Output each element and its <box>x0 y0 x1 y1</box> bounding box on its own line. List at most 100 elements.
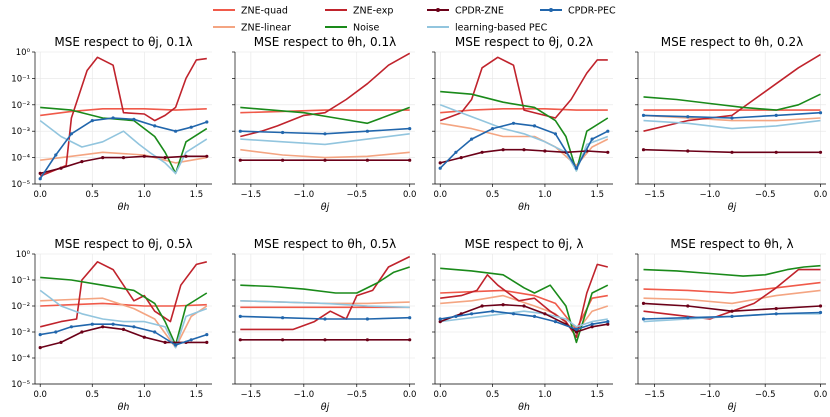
point-cpdr_zne <box>205 340 209 344</box>
point-cpdr_zne <box>730 309 734 313</box>
point-cpdr_pec <box>54 153 58 157</box>
legend-item-cpdr_zne: CPDR-ZNE <box>427 6 504 17</box>
series-line-lb_pec <box>440 310 608 328</box>
y-tick-label: 10⁻³ <box>11 127 30 137</box>
legend-marker-cpdr_pec <box>549 8 553 12</box>
x-axis-label: θh <box>518 402 530 413</box>
series-line-zne_quad <box>643 281 821 294</box>
subplot-4: −1.5 −1.0 −0.5 0.0 MSE respect to θh, 0.2λ θj <box>635 35 827 213</box>
legend-item-cpdr_pec: CPDR-PEC <box>540 6 616 17</box>
point-cpdr_pec <box>532 314 537 318</box>
point-cpdr_pec <box>574 327 579 331</box>
x-tick-label: 0.5 <box>486 390 500 400</box>
series-line-zne_exp <box>439 56 608 122</box>
y-tick-label: 10⁻⁴ <box>11 354 30 364</box>
subplot-2: −1.5 −1.0 −0.5 0.0 MSE respect to θh, 0.1λ θj <box>232 35 416 213</box>
series-group <box>641 264 823 323</box>
subplot-title: MSE respect to θj, 0.1λ <box>54 35 192 49</box>
series-group <box>438 263 610 344</box>
x-tick-label: 0.0 <box>33 390 47 400</box>
point-cpdr_pec <box>132 325 136 329</box>
series-line-cpdr_pec <box>440 310 608 331</box>
series-line-lb_pec <box>240 300 410 309</box>
subplot-5: 10⁻⁵ 10⁻⁴ 10⁻³ 10⁻² 10⁻¹ 10⁰ 0.0 0.5 1.0 1.5 MSE r… <box>11 237 212 413</box>
x-tick-label: 1.5 <box>190 390 204 400</box>
x-tick-label: −1.0 <box>294 390 315 400</box>
point-cpdr_pec <box>454 150 458 154</box>
point-cpdr_pec <box>38 177 42 181</box>
point-cpdr_pec <box>818 111 823 115</box>
legend-label-cpdr_pec: CPDR-PEC <box>568 6 616 17</box>
point-cpdr_zne <box>142 335 146 339</box>
point-cpdr_pec <box>408 316 412 320</box>
point-cpdr_zne <box>205 154 209 158</box>
point-cpdr_pec <box>365 129 369 133</box>
series-line-zne_linear <box>440 294 609 333</box>
point-cpdr_pec <box>553 320 558 324</box>
point-cpdr_pec <box>90 119 94 123</box>
point-cpdr_zne <box>438 320 442 324</box>
legend-label-zne_exp: ZNE-exp <box>353 6 393 17</box>
point-cpdr_pec <box>174 343 178 347</box>
x-tick-label: −0.5 <box>346 190 367 200</box>
point-cpdr_zne <box>606 150 610 154</box>
point-cpdr_zne <box>281 338 285 342</box>
point-cpdr_zne <box>641 148 646 152</box>
legend-item-zne_linear: ZNE-linear <box>213 23 291 34</box>
x-tick-label: −1.0 <box>700 190 721 200</box>
point-cpdr_pec <box>590 322 594 326</box>
point-cpdr_pec <box>153 124 157 128</box>
subplot-6: −1.5 −1.0 −0.5 0.0 MSE respect to θh, 0.5λ θj <box>232 237 416 413</box>
x-tick-label: 1.5 <box>591 190 605 200</box>
x-tick-label: −1.5 <box>644 190 665 200</box>
x-tick-label: 0.0 <box>403 190 417 200</box>
point-cpdr_pec <box>470 312 474 316</box>
series-line-zne_quad <box>40 108 207 117</box>
point-cpdr_pec <box>470 137 474 141</box>
x-tick-label: −0.5 <box>755 390 776 400</box>
x-tick-label: 0.0 <box>403 390 417 400</box>
series-group <box>38 261 209 350</box>
point-cpdr_pec <box>281 316 285 320</box>
x-tick-label: 1.5 <box>190 190 204 200</box>
point-cpdr_pec <box>205 120 209 124</box>
point-cpdr_zne <box>606 322 610 326</box>
point-cpdr_zne <box>818 304 823 308</box>
legend-label-lb_pec: learning-based PEC <box>455 23 548 34</box>
point-cpdr_pec <box>238 129 242 133</box>
y-tick-label: 10⁻³ <box>11 328 30 338</box>
point-cpdr_zne <box>281 158 285 162</box>
subplot-title: MSE respect to θj, 0.5λ <box>54 237 192 251</box>
y-tick-label: 10⁰ <box>16 48 31 58</box>
point-cpdr_pec <box>774 113 778 117</box>
series-group <box>641 53 823 154</box>
series-line-zne_exp <box>240 52 411 138</box>
series-line-cpdr_pec <box>40 323 208 346</box>
point-cpdr_pec <box>532 124 537 128</box>
point-cpdr_zne <box>365 338 369 342</box>
point-cpdr_zne <box>163 156 167 160</box>
point-cpdr_zne <box>323 158 327 162</box>
point-cpdr_pec <box>641 317 646 321</box>
point-cpdr_zne <box>818 150 823 154</box>
x-tick-label: −1.5 <box>644 390 665 400</box>
point-cpdr_pec <box>69 325 73 329</box>
subplot-title: MSE respect to θh, 0.1λ <box>254 35 396 49</box>
series-line-cpdr_pec <box>39 117 208 180</box>
point-cpdr_zne <box>522 304 526 308</box>
point-cpdr_zne <box>59 340 63 344</box>
point-cpdr_pec <box>574 166 579 170</box>
x-axis-label: θh <box>118 202 130 213</box>
point-cpdr_zne <box>80 160 84 164</box>
x-tick-label: 1.0 <box>138 190 152 200</box>
x-tick-label: 0.0 <box>814 190 828 200</box>
point-cpdr_pec <box>590 137 594 141</box>
point-cpdr_pec <box>641 113 646 117</box>
point-cpdr_pec <box>686 115 690 119</box>
point-cpdr_pec <box>774 312 778 316</box>
point-cpdr_zne <box>543 312 547 316</box>
point-cpdr_zne <box>121 156 126 160</box>
x-tick-label: 0.5 <box>85 390 99 400</box>
point-cpdr_pec <box>38 333 42 337</box>
series-group <box>238 52 412 162</box>
